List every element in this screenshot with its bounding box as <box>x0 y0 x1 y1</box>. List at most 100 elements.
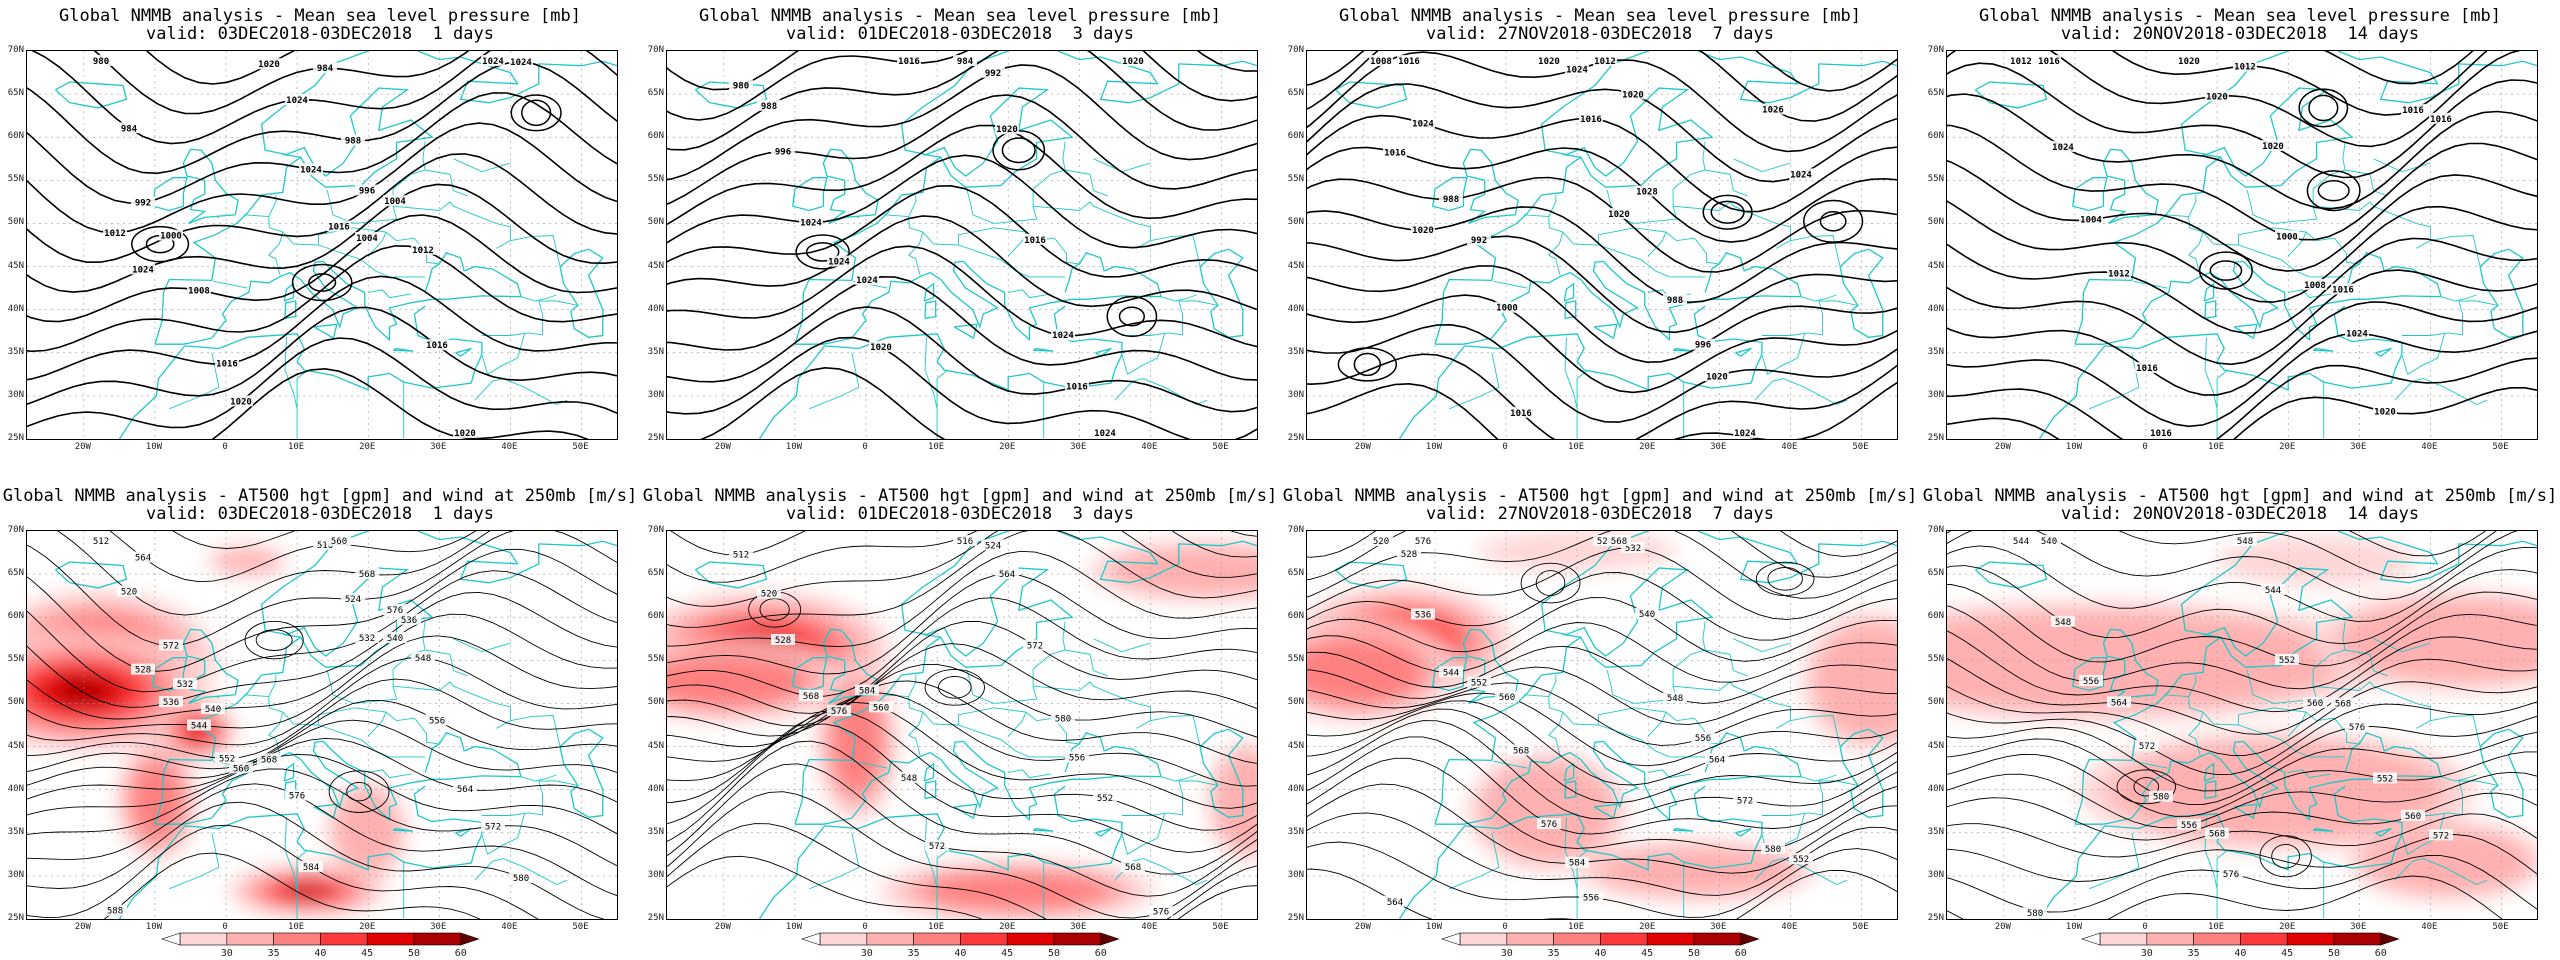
isoline-label-bg <box>1439 666 1463 678</box>
isoline-label-bg <box>215 752 239 764</box>
wind-speed-blob <box>1213 750 1257 852</box>
isoline-label: 576 <box>1415 537 1431 547</box>
isoline-label: 996 <box>1695 341 1711 351</box>
coast-line <box>1033 201 1151 249</box>
isoline-label: 1024 <box>300 166 322 176</box>
isoline-label: 580 <box>1765 845 1781 855</box>
isoline-label-bg <box>1121 860 1145 872</box>
isoline <box>1307 176 1897 273</box>
isoline-label-bg <box>1635 185 1659 197</box>
isoline-label-bg <box>1789 853 1813 865</box>
isoline-label: 1012 <box>2108 270 2130 280</box>
longitude-label: 20W <box>1354 442 1371 452</box>
wind-speed-shading <box>667 541 1257 919</box>
colorbar-tick-label: 45 <box>1641 948 1654 959</box>
coast-line <box>2163 694 2204 756</box>
isoline-label: 540 <box>2041 537 2057 547</box>
isoline-label: 1016 <box>898 57 920 67</box>
isoline <box>1307 51 1897 122</box>
longitude-label: 20E <box>359 922 376 932</box>
longitude-label: 20E <box>1639 922 1656 932</box>
coast-line <box>326 141 426 224</box>
isoline-label-bg <box>799 216 823 228</box>
map-area: 980 984 988 992 996 1020 1024 1016 1024 1024 1024 1… <box>666 50 1258 440</box>
isoline-label-bg <box>509 56 533 68</box>
isoline-label: 1024 <box>856 276 878 286</box>
coast-line <box>152 177 188 212</box>
isoline <box>700 366 946 439</box>
isoline <box>667 51 1257 121</box>
isoline <box>1307 547 1897 620</box>
isoline-label: 576 <box>1153 908 1169 918</box>
isoline-label: 560 <box>873 703 889 713</box>
isoline-label-bg <box>1537 818 1561 830</box>
coast-line <box>2479 248 2524 338</box>
isoline <box>667 763 1257 897</box>
isoline-label: 572 <box>485 823 501 833</box>
closed-isoline <box>1106 295 1158 338</box>
colorbar-tick-label: 45 <box>361 948 374 959</box>
latitude-label: 25N <box>7 913 24 923</box>
isoline-label: 528 <box>1401 550 1417 560</box>
isoline <box>1947 875 2503 919</box>
isoline-label: 516 <box>317 541 333 551</box>
isoline-label: 580 <box>2153 793 2169 803</box>
longitude-label: 30E <box>1070 442 1087 452</box>
isoline-label: 532 <box>359 634 375 644</box>
isoline <box>27 531 617 646</box>
isoline-layer <box>27 51 617 439</box>
coast-line <box>2089 352 2140 410</box>
longitude-label: 20W <box>1994 922 2011 932</box>
coast-line <box>243 214 284 276</box>
map-svg: 1012 1012 1016 1020 1024 1000 1004 1008 1012 1016… <box>1947 51 2537 439</box>
coast-line <box>393 201 511 249</box>
coast-line <box>1800 774 1837 782</box>
isoline-label: 576 <box>1541 820 1557 830</box>
wind-speed-blob <box>2336 599 2537 683</box>
isoline-label: 1024 <box>2052 143 2074 153</box>
latitude-label: 45N <box>1927 740 1944 751</box>
latitude-label: 40N <box>7 303 24 314</box>
wind-speed-blob <box>1307 637 1425 705</box>
isoline-layer <box>667 51 1257 439</box>
isoline-label-bg <box>1093 791 1117 803</box>
panel-title: Global NMMB analysis - AT500 hgt [gpm] a… <box>1922 486 2558 506</box>
isoline-label: 1024 <box>510 58 532 68</box>
isoline-label-bg <box>1411 608 1435 620</box>
coast-line <box>2312 827 2334 832</box>
coast-line <box>856 215 860 218</box>
isoline <box>2324 51 2474 85</box>
coast-line <box>1564 780 1577 799</box>
latitude-label: 40N <box>1287 303 1304 314</box>
coast-line <box>154 51 434 345</box>
closed-isoline <box>2308 94 2339 122</box>
colorbar-tick-label: 35 <box>2187 948 2200 959</box>
coast-line <box>216 695 220 698</box>
colorbar-swatch <box>273 932 321 946</box>
isoline-label-bg <box>981 539 1005 551</box>
isoline-label: 560 <box>2405 812 2421 822</box>
isoline-label: 580 <box>2027 909 2043 919</box>
colorbar-swatch <box>413 932 462 946</box>
latitude-label: 45N <box>1287 740 1304 751</box>
latitude-label: 40N <box>1287 783 1304 794</box>
longitude-label: 10E <box>927 442 945 452</box>
isoline-label-bg <box>383 195 407 207</box>
latitude-label: 65N <box>7 88 24 99</box>
isoline-label-bg <box>1565 63 1589 75</box>
coast-line <box>1432 177 1468 212</box>
longitude-label: 40E <box>2421 922 2438 932</box>
coast-line <box>296 849 309 919</box>
colorbar-high-arrow <box>2380 932 2400 946</box>
isoline-label-bg <box>2177 818 2201 830</box>
colorbar-swatch <box>2240 932 2288 946</box>
isoline-label: 576 <box>387 606 403 616</box>
isoline-label: 1024 <box>1566 65 1588 75</box>
latitude-label: 30N <box>1927 389 1944 400</box>
coast-line <box>2440 774 2477 782</box>
isoline <box>1307 114 1897 213</box>
isoline-label-bg <box>897 771 921 783</box>
coast-line <box>2430 235 2481 267</box>
graticule <box>27 51 617 439</box>
